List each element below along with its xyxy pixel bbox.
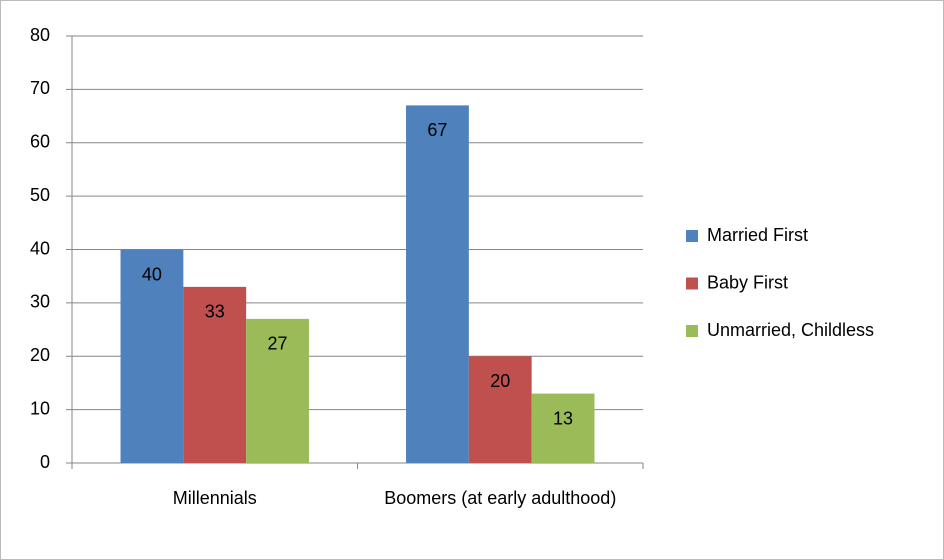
y-tick-label: 70 [30, 78, 50, 98]
legend-label: Married First [707, 225, 808, 245]
y-tick-label: 30 [30, 292, 50, 312]
x-tick-label: Boomers (at early adulthood) [384, 488, 617, 508]
data-label: 20 [490, 371, 510, 391]
legend-label: Baby First [707, 272, 788, 292]
y-tick-label: 40 [30, 238, 50, 258]
y-tick-label: 0 [40, 452, 50, 472]
bar [120, 249, 184, 463]
legend-swatch [686, 325, 698, 337]
legend-swatch [686, 277, 698, 290]
legend-swatch [686, 230, 698, 242]
data-label: 13 [553, 408, 573, 428]
bar [246, 318, 309, 463]
data-label: 33 [205, 302, 225, 322]
bar [183, 286, 247, 463]
bar [531, 393, 595, 463]
y-tick-label: 10 [30, 398, 50, 418]
bar [468, 356, 532, 463]
data-label: 40 [142, 264, 162, 284]
bar [406, 105, 469, 463]
legend-label: Unmarried, Childless [707, 320, 874, 340]
y-tick-label: 20 [30, 345, 50, 365]
x-tick-label: Millennials [172, 488, 257, 508]
y-tick-label: 80 [30, 25, 50, 45]
y-tick-label: 60 [30, 132, 50, 152]
data-label: 67 [427, 120, 447, 140]
data-label: 27 [268, 334, 288, 354]
y-tick-label: 50 [30, 185, 50, 205]
